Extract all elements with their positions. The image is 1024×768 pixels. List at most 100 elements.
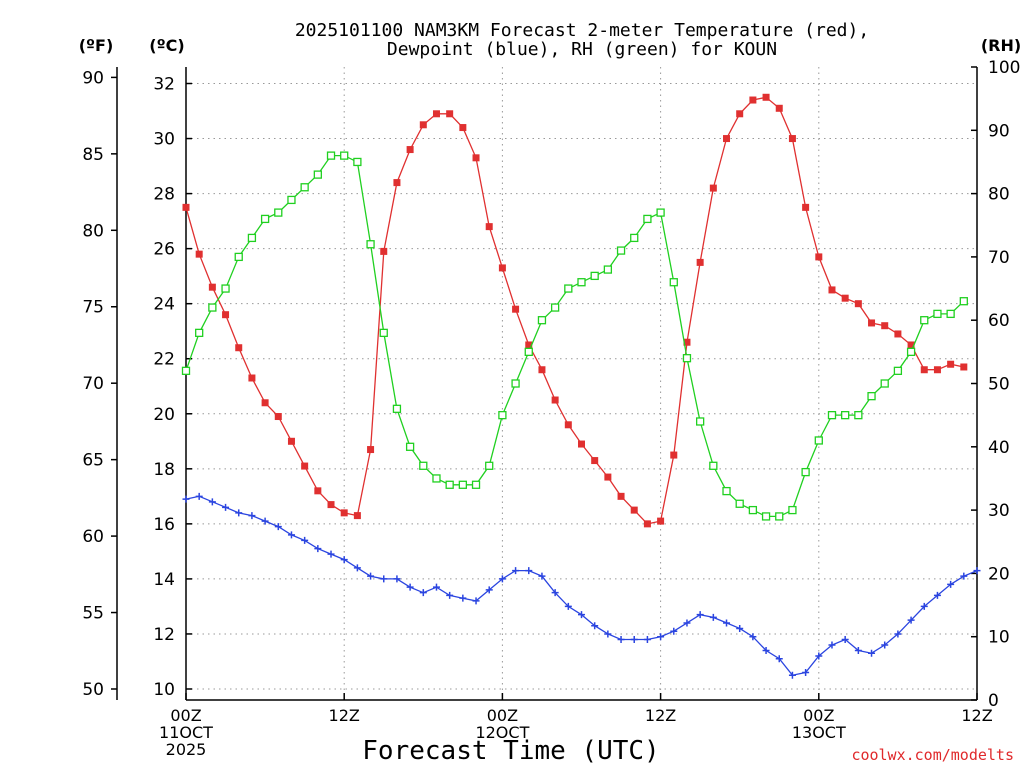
2-meter-temperature-point [301,462,309,470]
celsius-tick-label: 26 [153,240,175,260]
dewpoint-point [419,589,427,597]
dewpoint-series [182,492,981,679]
2-meter-temperature-point [643,520,651,528]
fahrenheit-tick-label: 65 [82,451,104,471]
rh-point [181,366,191,375]
dewpoint-point [393,575,401,583]
dewpoint-point [287,531,295,539]
rh-point [471,480,481,489]
2-meter-temperature-point [670,451,678,459]
rh-point [326,151,336,160]
dewpoint-point [736,624,744,632]
2-meter-temperature-point [208,283,216,291]
dewpoint-point [195,492,203,500]
fahrenheit-tick-label: 85 [82,145,104,165]
credit-text: coolwx.com/modelts [851,746,1014,764]
rh-point [577,278,586,287]
rh-point [274,208,283,217]
rh-point [630,233,639,243]
dewpoint-point [973,567,981,575]
2-meter-temperature-point [274,413,282,421]
2-meter-temperature-point [182,203,190,211]
2-meter-temperature-point [327,501,335,509]
2-meter-temperature-point [894,330,902,338]
rh-point [656,208,665,217]
dewpoint-point [525,567,533,575]
dewpoint-point [762,646,770,654]
rh-tick-label: 80 [988,185,1010,205]
2-meter-temperature-point [261,399,269,407]
2-meter-temperature-point [868,319,876,327]
dewpoint-point [670,627,678,635]
time-tick-label: 12OCT [475,723,529,742]
dewpoint-point [933,591,941,599]
time-tick-label: 2025 [166,740,207,759]
celsius-tick-label: 22 [153,350,175,370]
dewpoint-point [802,668,810,676]
2-meter-temperature-point [960,363,968,371]
dewpoint-point [920,602,928,610]
rh-point [761,512,771,521]
2-meter-temperature-point [775,104,783,112]
dewpoint-point [248,512,256,520]
2-meter-temperature-point [736,110,744,118]
dewpoint-point [208,498,216,506]
dewpoint-point [815,652,823,660]
dewpoint-point [723,619,731,627]
rh-point [867,392,876,401]
2-meter-temperature-point [591,457,599,465]
2-meter-temperature-point [723,135,731,143]
dewpoint-point [868,649,876,657]
celsius-unit-label: (ºC) [149,36,184,55]
2-meter-temperature-point [472,154,480,162]
rh-point [379,328,388,338]
2-meter-temperature-point [498,264,506,272]
time-tick-label: 00Z [487,706,518,725]
dewpoint-point [709,613,717,621]
celsius-tick-label: 12 [153,625,175,645]
rh-point [616,246,626,255]
rh-point [300,183,309,192]
2-meter-temperature-point [340,509,348,517]
dewpoint-point [380,575,388,583]
rh-tick-label: 0 [988,691,999,711]
celsius-tick-label: 14 [153,570,175,590]
2-meter-temperature-point [432,110,440,118]
2-meter-temperature-point [696,258,704,266]
rh-point [788,505,797,515]
rh-point [445,480,454,489]
rh-point [260,214,270,224]
dewpoint-point [854,646,862,654]
dewpoint-point [617,635,625,643]
rh-point [735,499,744,508]
rh-point [682,354,692,363]
rh-point [748,505,758,515]
time-tick-label: 00Z [170,706,201,725]
dewpoint-point [749,633,757,641]
celsius-tick-label: 10 [153,680,175,700]
dewpoint-point [314,545,322,553]
dewpoint-point [182,495,190,503]
dewpoint-point [261,517,269,525]
2-meter-temperature-point [709,184,717,192]
fahrenheit-tick-label: 70 [82,374,104,394]
2-meter-temperature-point [604,473,612,481]
2-meter-temperature-point [406,146,414,154]
dewpoint-point [775,655,783,663]
rh-point [603,265,613,274]
2-meter-temperature-point [314,487,322,495]
time-tick-label: 12Z [961,706,992,725]
dewpoint-point [907,616,915,624]
2-meter-temperature-point [881,322,889,330]
2-meter-temperature-point [815,253,823,261]
dewpoint-point [485,586,493,594]
2-meter-temperature-point [841,294,849,302]
rh-point [392,404,402,413]
2-meter-temperature-line [185,96,964,525]
rh-point [550,303,560,312]
celsius-tick-label: 30 [153,130,175,150]
time-tick-label: 00Z [803,706,834,725]
rh-tick-label: 60 [988,311,1010,331]
rh-point [208,303,217,312]
2-meter-temperature-point [287,437,295,445]
